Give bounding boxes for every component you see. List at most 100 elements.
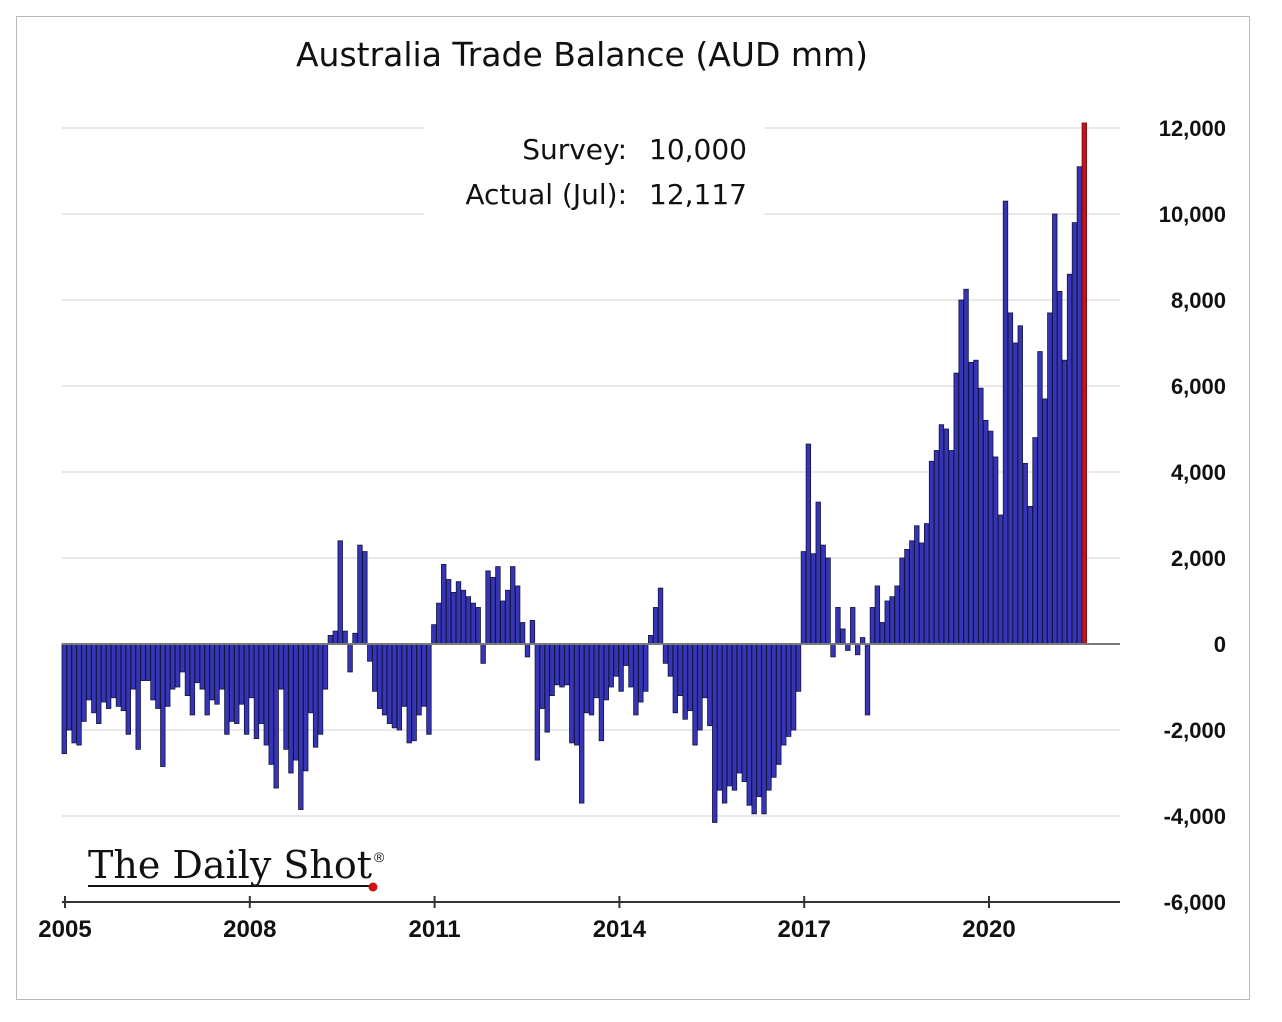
bar bbox=[283, 643, 289, 750]
bar bbox=[130, 643, 136, 690]
bar bbox=[170, 643, 176, 690]
x-axis: 2005 2008 2011 2014 2017 2020 bbox=[38, 896, 1120, 943]
bar bbox=[672, 643, 678, 714]
bar bbox=[480, 643, 486, 664]
bar bbox=[332, 630, 338, 645]
bar bbox=[583, 643, 590, 714]
bar bbox=[1007, 312, 1014, 645]
bar bbox=[307, 643, 314, 714]
bar bbox=[160, 643, 166, 767]
bar bbox=[234, 643, 240, 724]
bar bbox=[505, 589, 511, 645]
bar bbox=[884, 600, 890, 645]
bar bbox=[150, 643, 156, 701]
bar bbox=[529, 619, 536, 645]
bar bbox=[431, 624, 437, 645]
bar bbox=[1017, 325, 1023, 645]
bar bbox=[263, 643, 269, 746]
bar bbox=[786, 643, 792, 737]
bar bbox=[155, 643, 161, 709]
bar bbox=[81, 643, 87, 722]
bar bbox=[298, 643, 304, 810]
bar bbox=[194, 643, 200, 684]
bar bbox=[76, 643, 82, 746]
bar bbox=[224, 643, 230, 735]
bar bbox=[633, 643, 639, 716]
bar bbox=[401, 643, 407, 707]
bar bbox=[1002, 200, 1009, 645]
survey-label: Survey: bbox=[522, 133, 627, 166]
bar bbox=[337, 540, 343, 645]
bar bbox=[1052, 213, 1058, 645]
x-tick-label: 2011 bbox=[409, 916, 461, 943]
bar bbox=[825, 557, 831, 645]
bar bbox=[184, 643, 191, 696]
bar bbox=[1057, 290, 1063, 645]
bar bbox=[165, 643, 171, 707]
bar bbox=[667, 643, 674, 677]
bar bbox=[914, 525, 920, 645]
bar bbox=[317, 643, 324, 735]
bar bbox=[702, 643, 708, 699]
logo-text: The Daily Shot bbox=[88, 843, 372, 887]
bar bbox=[953, 372, 959, 645]
bar bbox=[933, 450, 940, 645]
bar bbox=[278, 643, 284, 690]
bar bbox=[1027, 505, 1033, 645]
bar bbox=[850, 607, 856, 645]
bar bbox=[120, 643, 127, 712]
bar bbox=[273, 643, 279, 789]
y-tick-label: 0 bbox=[1214, 632, 1226, 657]
bar bbox=[909, 540, 915, 645]
bar bbox=[303, 643, 309, 772]
bar bbox=[510, 566, 516, 645]
y-tick-label: 8,000 bbox=[1171, 288, 1226, 313]
bar bbox=[638, 643, 644, 703]
bar bbox=[983, 419, 989, 645]
bar bbox=[726, 643, 733, 787]
bar bbox=[569, 643, 575, 744]
bar bbox=[450, 592, 457, 645]
bar bbox=[820, 544, 826, 645]
bar bbox=[426, 643, 432, 735]
bar bbox=[559, 643, 565, 688]
bar bbox=[441, 564, 447, 645]
bar bbox=[209, 643, 215, 701]
bar bbox=[623, 643, 629, 666]
bar bbox=[574, 643, 580, 746]
bar bbox=[61, 643, 67, 755]
bar bbox=[219, 643, 225, 690]
bar bbox=[327, 635, 334, 645]
bar bbox=[717, 643, 723, 791]
bar bbox=[988, 430, 994, 645]
bar bbox=[322, 643, 329, 690]
bar bbox=[943, 428, 950, 645]
bar bbox=[889, 596, 895, 645]
bar bbox=[391, 643, 398, 729]
bar bbox=[608, 643, 614, 688]
bar bbox=[455, 581, 462, 645]
bar bbox=[367, 643, 373, 662]
bar bbox=[657, 587, 664, 645]
bar bbox=[342, 630, 348, 645]
y-tick-label: -4,000 bbox=[1164, 804, 1226, 829]
bar bbox=[396, 643, 403, 731]
bar bbox=[805, 443, 812, 645]
bar bbox=[1047, 312, 1053, 645]
bar bbox=[372, 643, 378, 692]
bar bbox=[790, 643, 797, 731]
bar bbox=[268, 643, 274, 765]
bar bbox=[1081, 122, 1087, 645]
bar bbox=[376, 643, 383, 709]
bar bbox=[500, 600, 506, 645]
bar bbox=[978, 387, 984, 645]
bar bbox=[588, 643, 595, 716]
bar bbox=[919, 542, 925, 645]
bar bbox=[475, 607, 481, 645]
daily-shot-logo: The Daily Shot ® bbox=[88, 843, 385, 892]
bar bbox=[603, 643, 610, 701]
bar bbox=[1066, 273, 1073, 645]
bar bbox=[756, 643, 762, 798]
bar bbox=[776, 643, 782, 765]
